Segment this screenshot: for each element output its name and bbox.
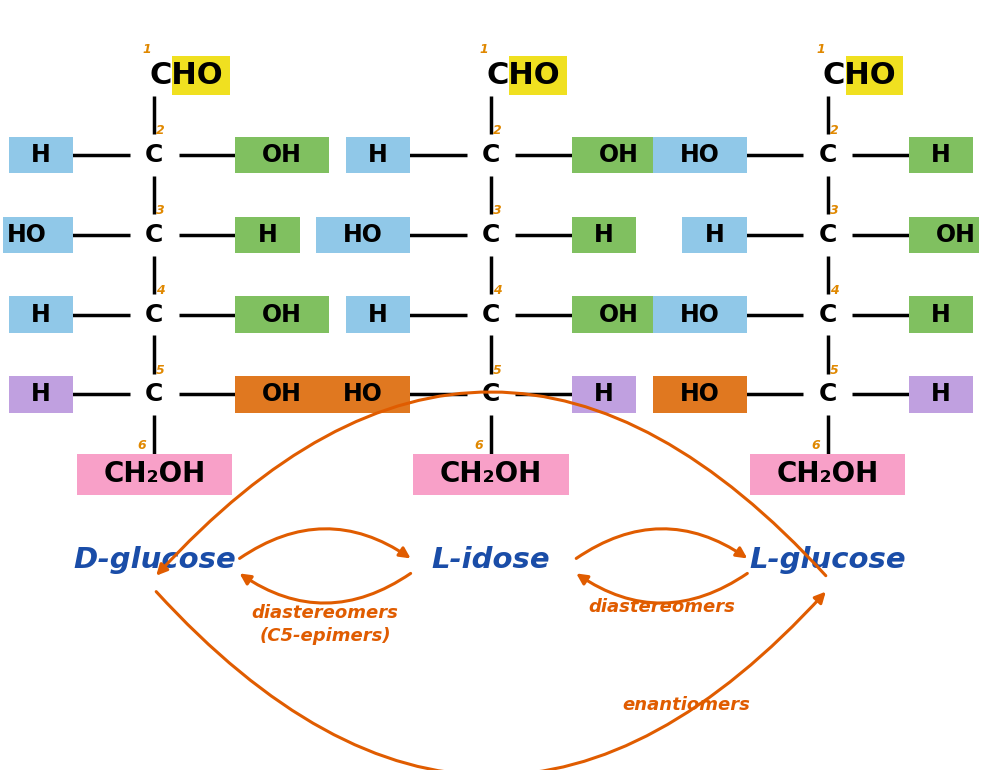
Text: 4: 4 bbox=[156, 284, 165, 297]
Text: CHO: CHO bbox=[486, 61, 560, 90]
Text: H: H bbox=[931, 303, 951, 326]
Text: OH: OH bbox=[599, 143, 638, 167]
FancyBboxPatch shape bbox=[908, 296, 973, 333]
Text: OH: OH bbox=[262, 143, 302, 167]
Text: HO: HO bbox=[7, 223, 46, 247]
Text: HO: HO bbox=[344, 223, 383, 247]
Text: OH: OH bbox=[936, 223, 975, 247]
Text: C: C bbox=[145, 223, 164, 247]
FancyBboxPatch shape bbox=[846, 55, 903, 95]
Text: H: H bbox=[257, 223, 277, 247]
FancyBboxPatch shape bbox=[316, 216, 410, 253]
Text: 5: 5 bbox=[830, 363, 839, 377]
FancyBboxPatch shape bbox=[572, 377, 636, 413]
FancyBboxPatch shape bbox=[9, 137, 74, 173]
Text: C: C bbox=[482, 143, 500, 167]
Text: C: C bbox=[145, 143, 164, 167]
FancyBboxPatch shape bbox=[236, 216, 300, 253]
Text: C: C bbox=[818, 383, 837, 407]
FancyBboxPatch shape bbox=[77, 454, 232, 494]
FancyBboxPatch shape bbox=[653, 137, 746, 173]
Text: C: C bbox=[818, 143, 837, 167]
Text: OH: OH bbox=[599, 303, 638, 326]
Text: 6: 6 bbox=[474, 439, 483, 452]
FancyBboxPatch shape bbox=[572, 137, 666, 173]
FancyBboxPatch shape bbox=[9, 296, 74, 333]
FancyBboxPatch shape bbox=[346, 137, 410, 173]
FancyBboxPatch shape bbox=[908, 216, 982, 253]
Text: H: H bbox=[31, 303, 51, 326]
Text: 5: 5 bbox=[156, 363, 165, 377]
Text: H: H bbox=[705, 223, 725, 247]
Text: 2: 2 bbox=[493, 124, 502, 137]
Text: OH: OH bbox=[262, 303, 302, 326]
Text: H: H bbox=[594, 383, 614, 407]
Text: 1: 1 bbox=[479, 43, 488, 56]
FancyBboxPatch shape bbox=[750, 454, 905, 494]
Text: H: H bbox=[31, 383, 51, 407]
Text: 2: 2 bbox=[156, 124, 165, 137]
Text: CH₂OH: CH₂OH bbox=[440, 460, 542, 488]
Text: HO: HO bbox=[680, 303, 720, 326]
FancyBboxPatch shape bbox=[9, 377, 74, 413]
Text: H: H bbox=[594, 223, 614, 247]
Text: 1: 1 bbox=[142, 43, 151, 56]
FancyBboxPatch shape bbox=[653, 377, 746, 413]
FancyBboxPatch shape bbox=[572, 216, 636, 253]
Text: C: C bbox=[482, 223, 500, 247]
FancyBboxPatch shape bbox=[236, 137, 329, 173]
Text: H: H bbox=[368, 303, 388, 326]
FancyBboxPatch shape bbox=[316, 377, 410, 413]
Text: 3: 3 bbox=[830, 204, 839, 217]
Text: 6: 6 bbox=[811, 439, 820, 452]
FancyBboxPatch shape bbox=[0, 216, 74, 253]
FancyBboxPatch shape bbox=[572, 296, 666, 333]
Text: 4: 4 bbox=[493, 284, 502, 297]
FancyBboxPatch shape bbox=[653, 296, 746, 333]
Text: enantiomers: enantiomers bbox=[623, 696, 750, 714]
Text: H: H bbox=[931, 143, 951, 167]
Text: H: H bbox=[931, 383, 951, 407]
Text: H: H bbox=[368, 143, 388, 167]
Text: C: C bbox=[482, 303, 500, 326]
FancyBboxPatch shape bbox=[682, 216, 746, 253]
Text: C: C bbox=[818, 303, 837, 326]
Text: 5: 5 bbox=[493, 363, 502, 377]
Text: CHO: CHO bbox=[149, 61, 223, 90]
Text: C: C bbox=[818, 223, 837, 247]
Text: diastereomers: diastereomers bbox=[588, 598, 736, 617]
Text: C: C bbox=[145, 303, 164, 326]
Text: L-glucose: L-glucose bbox=[749, 546, 906, 574]
Text: CH₂OH: CH₂OH bbox=[103, 460, 205, 488]
Text: 3: 3 bbox=[493, 204, 502, 217]
Text: C: C bbox=[482, 383, 500, 407]
Text: CHO: CHO bbox=[823, 61, 897, 90]
Text: 4: 4 bbox=[830, 284, 839, 297]
Text: diastereomers
(C5-epimers): diastereomers (C5-epimers) bbox=[251, 604, 399, 644]
Text: OH: OH bbox=[262, 383, 302, 407]
FancyBboxPatch shape bbox=[509, 55, 567, 95]
Text: HO: HO bbox=[344, 383, 383, 407]
Text: CH₂OH: CH₂OH bbox=[777, 460, 879, 488]
Text: 6: 6 bbox=[137, 439, 146, 452]
Text: 2: 2 bbox=[830, 124, 839, 137]
Text: H: H bbox=[31, 143, 51, 167]
FancyBboxPatch shape bbox=[413, 454, 569, 494]
FancyBboxPatch shape bbox=[236, 296, 329, 333]
FancyBboxPatch shape bbox=[236, 377, 329, 413]
Text: 1: 1 bbox=[816, 43, 825, 56]
Text: 3: 3 bbox=[156, 204, 165, 217]
Text: HO: HO bbox=[680, 383, 720, 407]
FancyBboxPatch shape bbox=[908, 377, 973, 413]
FancyBboxPatch shape bbox=[346, 296, 410, 333]
Text: HO: HO bbox=[680, 143, 720, 167]
FancyBboxPatch shape bbox=[908, 137, 973, 173]
Text: D-glucose: D-glucose bbox=[73, 546, 236, 574]
Text: C: C bbox=[145, 383, 164, 407]
Text: L-idose: L-idose bbox=[432, 546, 550, 574]
FancyBboxPatch shape bbox=[173, 55, 230, 95]
